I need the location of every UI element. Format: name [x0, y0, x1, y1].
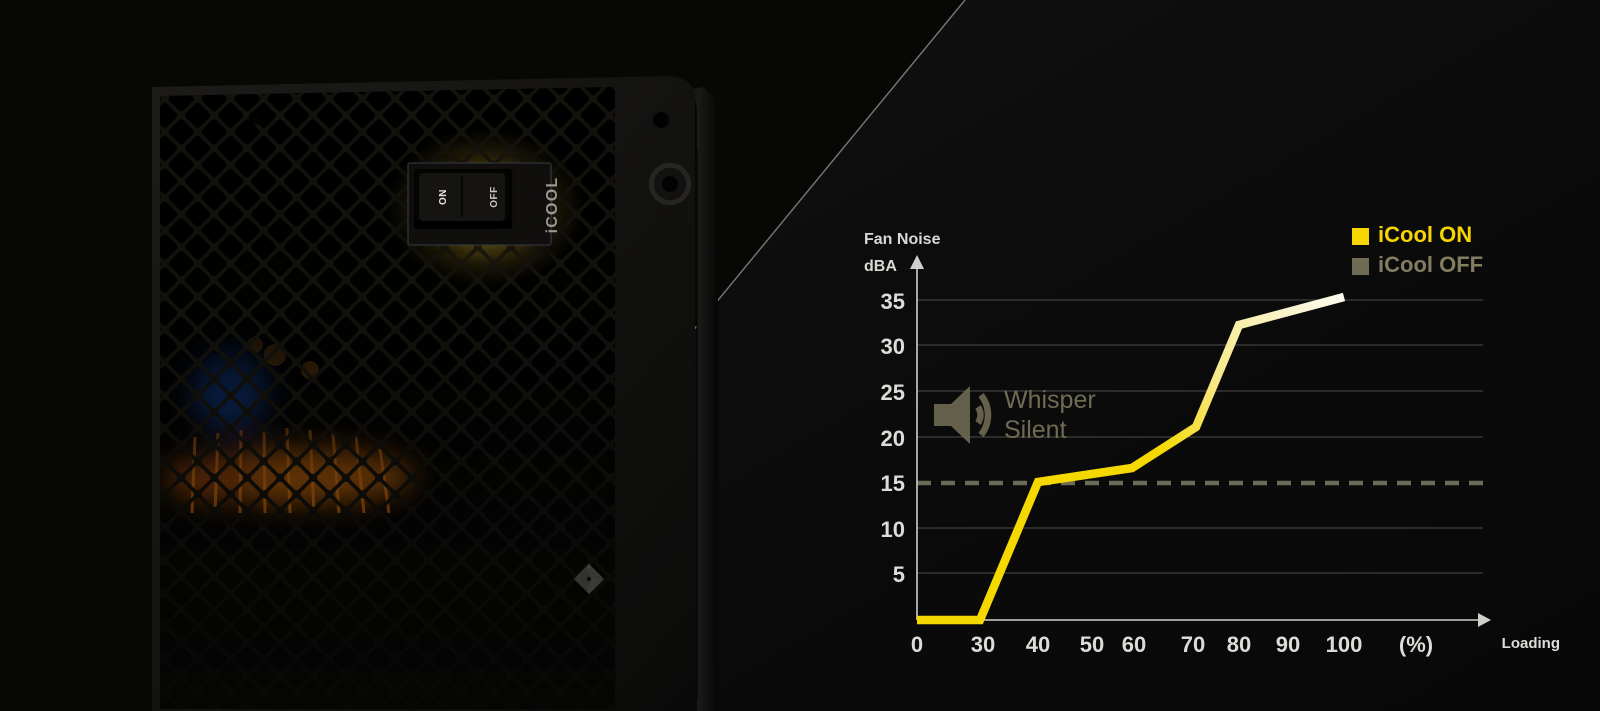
svg-text:5: 5 — [893, 562, 905, 587]
svg-text:40: 40 — [1026, 632, 1050, 657]
svg-text:80: 80 — [1227, 632, 1251, 657]
svg-text:Loading: Loading — [1502, 635, 1560, 652]
svg-text:Whisper: Whisper — [1004, 386, 1096, 414]
svg-text:15: 15 — [881, 471, 905, 496]
svg-text:35: 35 — [881, 289, 905, 314]
svg-text:10: 10 — [881, 517, 905, 542]
svg-text:70: 70 — [1181, 632, 1205, 657]
svg-text:60: 60 — [1122, 632, 1146, 657]
svg-text:(%): (%) — [1399, 632, 1433, 657]
svg-text:50: 50 — [1080, 632, 1104, 657]
svg-text:Silent: Silent — [1004, 416, 1067, 444]
svg-text:0: 0 — [911, 632, 923, 657]
svg-text:30: 30 — [881, 334, 905, 359]
svg-text:100: 100 — [1326, 632, 1363, 657]
svg-text:iCool OFF: iCool OFF — [1378, 252, 1483, 277]
svg-text:dBA: dBA — [864, 258, 897, 275]
svg-text:30: 30 — [971, 632, 995, 657]
svg-text:90: 90 — [1276, 632, 1300, 657]
svg-text:Fan Noise: Fan Noise — [864, 231, 941, 248]
svg-text:20: 20 — [881, 426, 905, 451]
svg-text:25: 25 — [881, 380, 905, 405]
svg-text:iCool ON: iCool ON — [1378, 222, 1472, 247]
